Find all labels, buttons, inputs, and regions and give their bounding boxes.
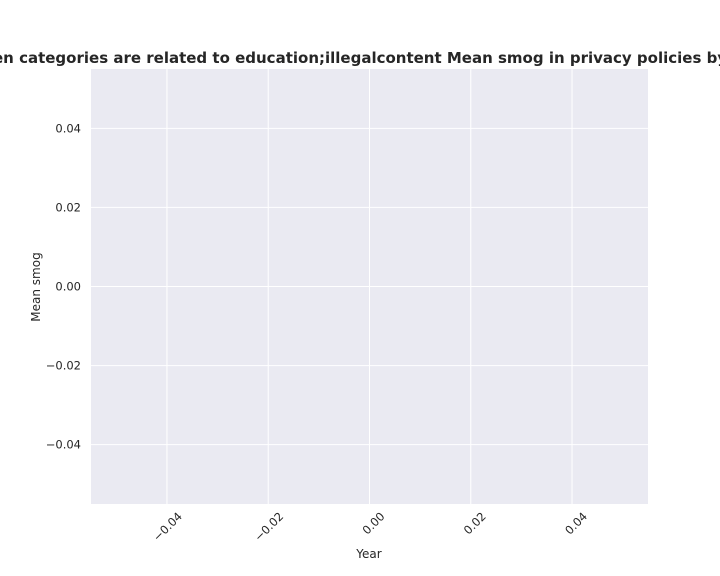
- y-grid-lines: [91, 127, 648, 446]
- y-tick-labels: 0.04 0.02 0.00 −0.02 −0.04: [46, 121, 81, 451]
- y-tick-label: −0.04: [46, 438, 81, 452]
- y-tick-label: −0.02: [46, 359, 81, 373]
- y-tick-label: 0.02: [55, 200, 81, 214]
- y-tick-label: 0.04: [55, 121, 81, 135]
- y-axis-label: Mean smog: [29, 252, 43, 321]
- y-tick-label: 0.00: [55, 280, 81, 294]
- chart-title: when categories are related to education…: [0, 49, 720, 67]
- x-axis-label: Year: [355, 547, 381, 561]
